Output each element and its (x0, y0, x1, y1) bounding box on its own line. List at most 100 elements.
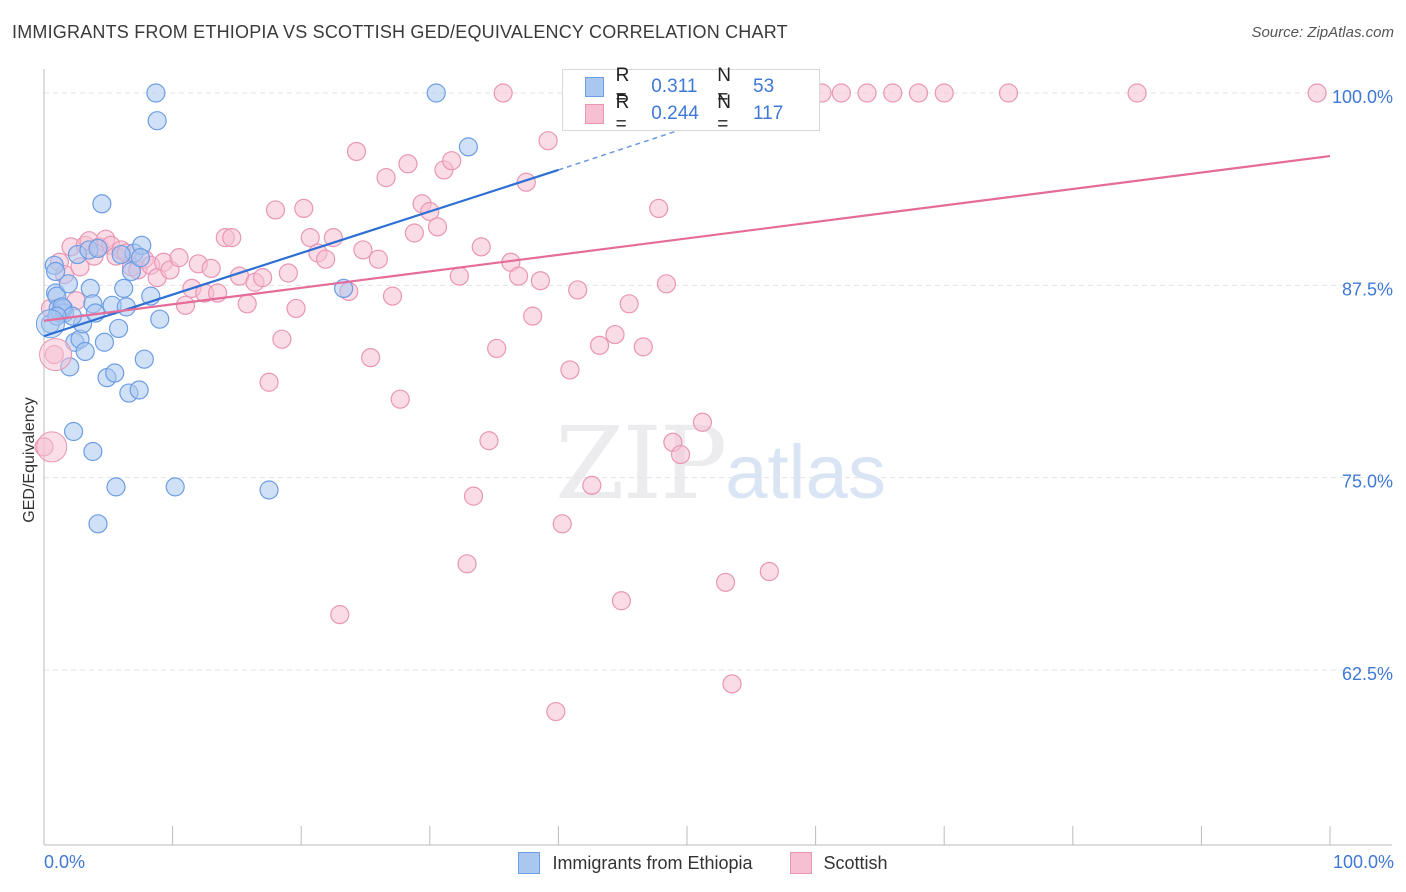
scottish-point (605, 324, 625, 345)
scottish-point (722, 674, 742, 694)
legend-swatch-pink (789, 852, 812, 874)
scottish-point (883, 83, 903, 103)
watermark-atlas: atlas (725, 430, 886, 515)
r-value-ethiopia: 0.311 (651, 76, 698, 97)
y-tick-label: 75.0% (1342, 472, 1393, 492)
ethiopia-point (114, 278, 134, 299)
scottish-point (353, 240, 373, 260)
scottish-point (649, 198, 669, 218)
scottish-point (934, 83, 954, 103)
scottish-point (582, 475, 602, 495)
scottish-trendline (43, 154, 1331, 322)
ethiopia-point (106, 477, 126, 497)
legend-row-ethiopia: R = 0.311 N = 53 (585, 65, 819, 108)
scottish-point (330, 605, 350, 625)
ethiopia-point (63, 421, 84, 442)
ethiopia-point (130, 248, 151, 268)
scottish-point (368, 249, 388, 269)
ethiopia-point (111, 244, 131, 265)
scottish-point (611, 591, 632, 611)
scottish-point (427, 217, 448, 237)
x-tick-max: 100.0% (1332, 852, 1394, 872)
ethiopia-point (92, 194, 112, 214)
scottish-point (346, 141, 367, 162)
scottish-point (316, 249, 336, 269)
scottish-point (530, 271, 550, 291)
scottish-point (398, 154, 418, 174)
scottish-point (361, 348, 381, 368)
scottish-point (656, 274, 677, 294)
scottish-point (463, 486, 484, 506)
scottish-point (619, 294, 639, 314)
scottish-point (831, 83, 851, 103)
ethiopia-point (134, 349, 154, 369)
legend-label-scottish: Scottish (823, 852, 888, 873)
scottish-point (538, 131, 558, 151)
ethiopia-point (165, 477, 185, 497)
scottish-point (560, 360, 580, 380)
scottish-point (759, 561, 779, 582)
scottish-point (487, 338, 507, 359)
legend-label-ethiopia: Immigrants from Ethiopia (552, 852, 753, 873)
scottish-point (449, 266, 469, 286)
scottish-point (272, 329, 292, 349)
n-value-scottish: 117 (753, 103, 784, 124)
ethiopia-point (147, 111, 167, 131)
scottish-point (39, 338, 73, 372)
scottish-point (857, 83, 877, 103)
y-tick-label: 62.5% (1342, 664, 1393, 684)
scottish-point (1127, 83, 1147, 103)
scottish-point (633, 337, 653, 357)
scottish-point (222, 228, 242, 248)
y-tick-label: 87.5% (1342, 279, 1393, 299)
scottish-point (715, 572, 736, 592)
scottish-point (237, 294, 257, 314)
scottish-point (286, 298, 306, 319)
legend-swatch-blue (518, 852, 541, 874)
ethiopia-point (150, 309, 170, 329)
ethiopia-point (146, 83, 166, 103)
legend-row-scottish: R = 0.244 N = 117 (585, 92, 819, 135)
scottish-point (471, 237, 491, 257)
scottish-point (479, 431, 499, 451)
scottish-point (908, 83, 929, 103)
scottish-point (36, 431, 68, 463)
ethiopia-point (83, 441, 103, 462)
scottish-point (201, 258, 221, 279)
scottish-point (523, 306, 543, 326)
x-tick-min: 0.0% (44, 852, 86, 872)
legend-swatch-pink (585, 104, 604, 124)
ethiopia-point (45, 261, 66, 282)
ethiopia-point (105, 363, 125, 383)
n-label: N = (717, 65, 732, 108)
ethiopia-point (88, 514, 108, 534)
scottish-point (278, 263, 298, 283)
ethiopia-point (121, 261, 142, 282)
scottish-point (670, 444, 691, 465)
ethiopia-point (426, 83, 446, 103)
scottish-point (294, 198, 314, 218)
ethiopia-point (75, 341, 95, 362)
chart-title: IMMIGRANTS FROM ETHIOPIA VS SCOTTISH GED… (12, 22, 788, 42)
legend-item-ethiopia[interactable]: Immigrants from Ethiopia (518, 852, 753, 874)
r-value-scottish: 0.244 (651, 103, 699, 124)
ethiopia-point (94, 332, 115, 352)
scottish-point (390, 389, 410, 409)
scottish-point (998, 83, 1019, 103)
scottish-point (259, 372, 279, 392)
ethiopia-point (129, 380, 149, 400)
ethiopia-point (458, 137, 478, 157)
scottish-point (493, 83, 513, 103)
scottish-point (404, 223, 424, 243)
scottish-point (589, 335, 610, 355)
scottish-point (568, 280, 588, 300)
scottish-point (253, 268, 273, 288)
scottish-point (552, 514, 572, 534)
scottish-point (300, 228, 320, 248)
scottish-point (692, 412, 713, 432)
correlation-legend: R = 0.311 N = 53 R = 0.244 N = 117 (562, 65, 820, 135)
scottish-point (382, 286, 403, 306)
legend-item-scottish[interactable]: Scottish (789, 852, 888, 874)
scottish-point (546, 701, 566, 722)
